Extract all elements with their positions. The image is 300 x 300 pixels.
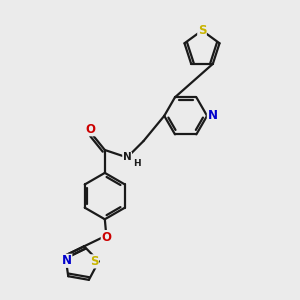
Text: H: H [133, 159, 140, 168]
Text: N: N [123, 152, 131, 162]
Text: S: S [90, 255, 98, 268]
Text: N: N [207, 109, 218, 122]
Text: O: O [101, 231, 111, 244]
Text: N: N [62, 254, 72, 267]
Text: S: S [198, 24, 206, 37]
Text: O: O [86, 123, 96, 136]
